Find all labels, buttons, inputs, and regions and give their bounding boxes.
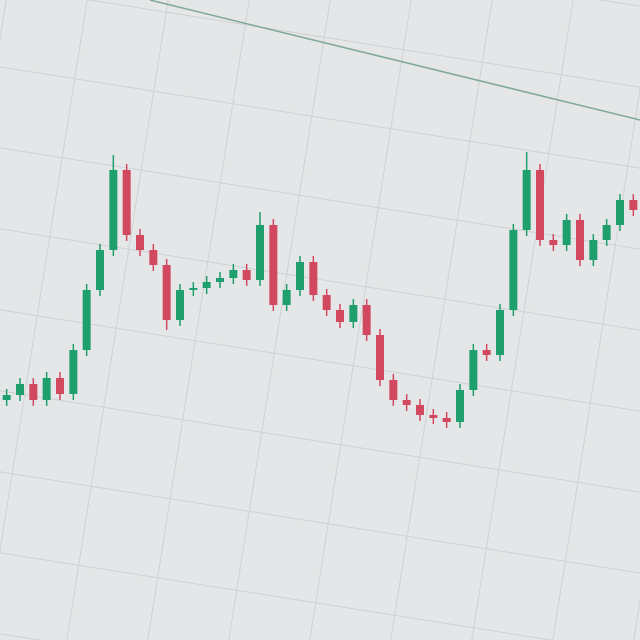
candle-body — [562, 220, 571, 245]
reference-line — [149, 0, 640, 121]
candle-body — [589, 240, 598, 260]
candles — [2, 152, 638, 428]
candle-body — [442, 418, 451, 422]
candle-body — [482, 350, 491, 355]
candle-body — [109, 170, 118, 250]
grid-line — [119, 0, 284, 640]
candle-body — [389, 380, 398, 400]
grid-line — [514, 0, 640, 640]
grid-line — [198, 0, 363, 640]
candle-body — [602, 225, 611, 240]
candle-body — [322, 295, 331, 310]
grid-line — [0, 119, 640, 284]
candle-body — [162, 265, 171, 320]
candle-body — [242, 270, 251, 280]
candle-body — [202, 282, 211, 288]
candle-body — [216, 278, 224, 282]
candle-body — [549, 240, 558, 245]
candle-body — [16, 384, 24, 395]
candle-body — [336, 310, 344, 322]
grid-line — [0, 0, 640, 126]
candle-body — [96, 250, 104, 290]
candle-body — [149, 250, 158, 265]
candle-body — [29, 384, 38, 400]
candle-body — [69, 350, 78, 394]
candle-body — [362, 305, 371, 335]
grid-line — [0, 356, 640, 521]
candle-body — [456, 390, 464, 422]
candle-body — [349, 305, 358, 322]
grid-line — [40, 0, 205, 640]
grid-line — [0, 277, 640, 442]
candle-body — [296, 262, 304, 290]
candle-body — [256, 225, 264, 280]
candle-body — [136, 235, 144, 250]
grid-line — [0, 0, 126, 640]
candle-body — [629, 200, 638, 210]
candle-body — [402, 400, 411, 405]
candle-body — [576, 220, 584, 260]
candle-body — [616, 200, 624, 225]
candle-body — [509, 230, 518, 310]
candle-body — [82, 290, 91, 350]
candle-body — [282, 290, 291, 305]
candle-body — [2, 395, 11, 400]
grid-line — [0, 40, 640, 205]
candle-body — [416, 405, 424, 415]
candle-body — [376, 335, 384, 380]
candle-body — [522, 170, 531, 230]
candle-body — [189, 288, 198, 290]
candle-body — [469, 350, 478, 390]
candle-body — [229, 270, 238, 278]
candle-body — [56, 378, 64, 394]
candle-body — [536, 170, 544, 240]
candle-body — [496, 310, 504, 355]
grid-line — [356, 0, 521, 640]
grid-line — [0, 514, 640, 640]
candle-body — [122, 170, 131, 235]
candle-body — [42, 378, 51, 400]
grid-line — [435, 0, 600, 640]
candle-body — [269, 225, 278, 305]
candle-body — [429, 415, 438, 418]
candle-body — [309, 262, 318, 295]
grid-line — [0, 435, 640, 600]
candle-body — [176, 290, 184, 320]
grid-line — [0, 198, 640, 363]
grid-line — [277, 0, 442, 640]
